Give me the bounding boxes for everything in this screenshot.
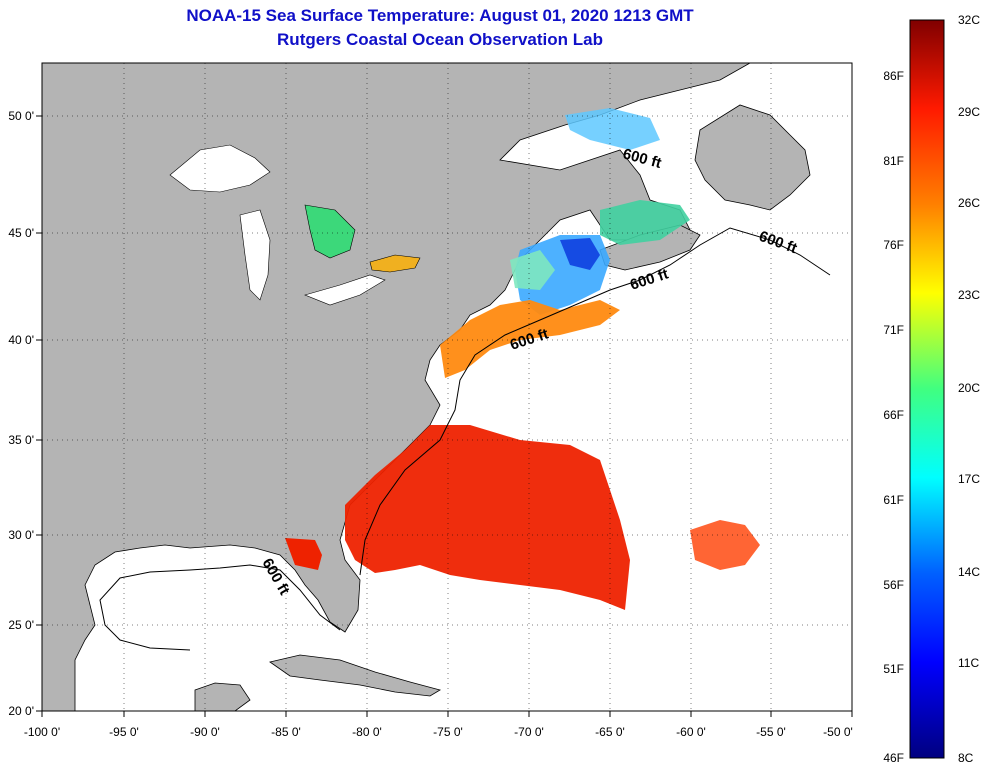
lon-label-70w: -70 0' [514,725,544,739]
map-title: NOAA-15 Sea Surface Temperature: August … [186,6,694,25]
colorbar-c-32: 32C [958,13,980,27]
lat-label-30n: 30 0' [8,528,34,542]
lat-label-25n: 25 0' [8,618,34,632]
lon-label-50w: -50 0' [823,725,853,739]
sst-gulf-stream [345,425,630,610]
lat-label-20n: 20 0' [8,704,34,718]
colorbar-f-51: 51F [883,662,904,676]
sst-mid-atlantic [440,300,620,378]
colorbar-f-56: 56F [883,578,904,592]
lake-huron [304,204,356,259]
axis-ticks [36,115,853,717]
lake-michigan [239,209,271,301]
colorbar-c-20: 20C [958,381,980,395]
colorbar-c-29: 29C [958,105,980,119]
colorbar-f-61: 61F [883,493,904,507]
lake-erie [304,274,386,306]
sst-east-patches [690,520,760,570]
colorbar-c-8: 8C [958,751,974,765]
map-subtitle: Rutgers Coastal Ocean Observation Lab [277,30,603,49]
colorbar-f-86: 86F [883,69,904,83]
colorbar-f-66: 66F [883,408,904,422]
lat-label-45n: 45 0' [8,226,34,240]
colorbar-f-81: 81F [883,154,904,168]
colorbar-c-17: 17C [958,472,980,486]
lon-label-60w: -60 0' [676,725,706,739]
sst-gulf-st-lawrence [565,108,660,150]
colorbar-f-46: 46F [883,751,904,765]
lake-ontario [369,254,421,273]
colorbar-c-11: 11C [958,656,979,670]
sst-georges-bank [510,250,555,290]
lon-label-95w: -95 0' [109,725,139,739]
sst-scotian-shelf [600,200,690,245]
sst-colorbar [909,19,945,759]
contour-600ft-gulf [99,564,341,651]
contour-600ft-atlantic [359,227,831,576]
lon-label-85w: -85 0' [271,725,301,739]
colorbar-f-71: 71F [883,323,904,337]
colorbar-f-76: 76F [883,238,904,252]
sst-maine-deep [560,238,600,270]
sst-gulf-mexico-patch [285,538,322,570]
map-frame [41,62,853,712]
lon-label-100w: -100 0' [24,725,60,739]
lon-label-75w: -75 0' [433,725,463,739]
lat-label-35n: 35 0' [8,433,34,447]
lake-superior [169,144,271,193]
graticule [42,63,852,711]
land-cuba [269,654,442,697]
colorbar-c-23: 23C [958,288,980,302]
lon-label-80w: -80 0' [352,725,382,739]
colorbar-c-14: 14C [958,565,980,579]
lon-label-90w: -90 0' [190,725,220,739]
colorbar-c-26: 26C [958,196,980,210]
lat-label-50n: 50 0' [8,109,34,123]
lon-label-65w: -65 0' [595,725,625,739]
lon-label-55w: -55 0' [756,725,786,739]
land-newfoundland [694,104,811,211]
lat-label-40n: 40 0' [8,333,34,347]
